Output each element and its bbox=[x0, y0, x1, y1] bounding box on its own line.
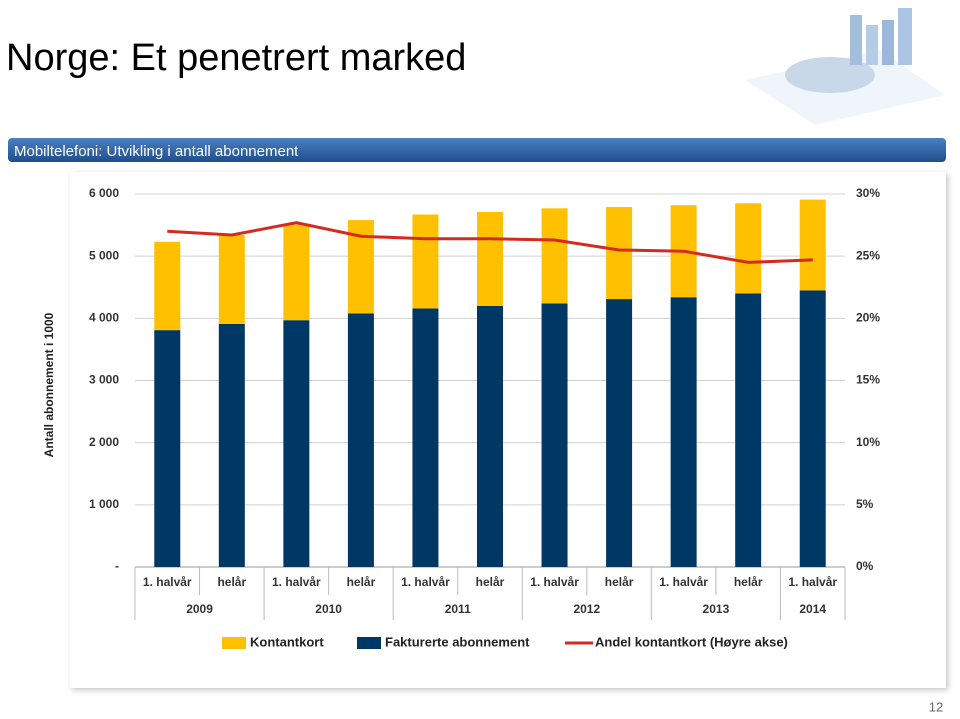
x-group-label: 2010 bbox=[315, 602, 342, 616]
bar bbox=[477, 212, 503, 306]
legend-label: Andel kontantkort (Høyre akse) bbox=[595, 634, 788, 649]
x-group-label: 2014 bbox=[799, 602, 826, 616]
y-tick-label: 2 000 bbox=[89, 435, 119, 449]
y2-tick-label: 5% bbox=[856, 497, 874, 511]
y2-tick-label: 0% bbox=[856, 559, 874, 573]
bar bbox=[412, 308, 439, 567]
x-tick-label: 1. halvår bbox=[143, 575, 192, 589]
x-tick-label: 1. halvår bbox=[401, 575, 450, 589]
x-tick-label: 1. halvår bbox=[530, 575, 579, 589]
x-group-label: 2011 bbox=[445, 602, 471, 616]
legend-swatch bbox=[222, 637, 246, 649]
bar bbox=[541, 303, 568, 567]
bar bbox=[541, 208, 568, 304]
banner-text: Mobiltelefoni: Utvikling i antall abonne… bbox=[14, 143, 299, 160]
line-series bbox=[167, 221, 813, 264]
x-tick-label: helår bbox=[347, 575, 376, 589]
bar bbox=[218, 235, 245, 324]
x-tick-label: helår bbox=[217, 575, 246, 589]
page-number: 12 bbox=[929, 699, 943, 714]
y2-tick-label: 25% bbox=[856, 248, 880, 262]
bar bbox=[799, 290, 826, 567]
bar bbox=[799, 199, 826, 291]
bar bbox=[154, 330, 181, 567]
y-tick-label: 5 000 bbox=[89, 248, 119, 262]
y-tick-label: 1 000 bbox=[89, 497, 119, 511]
y-tick-label: 6 000 bbox=[89, 186, 119, 200]
x-group-label: 2012 bbox=[573, 602, 600, 616]
legend-swatch bbox=[357, 637, 381, 649]
y2-tick-label: 15% bbox=[856, 373, 880, 387]
bar bbox=[283, 224, 310, 321]
x-group-label: 2009 bbox=[186, 602, 213, 616]
x-group-label: 2013 bbox=[703, 602, 730, 616]
bar bbox=[347, 313, 374, 567]
bar bbox=[218, 323, 245, 567]
y-tick-label: - bbox=[115, 559, 119, 573]
bar bbox=[606, 299, 633, 567]
x-tick-label: 1. halvår bbox=[659, 575, 708, 589]
legend-label: Kontantkort bbox=[250, 634, 324, 649]
bar bbox=[477, 305, 503, 567]
y-tick-label: 4 000 bbox=[89, 311, 119, 325]
y2-tick-label: 30% bbox=[856, 186, 880, 200]
bar bbox=[154, 241, 181, 331]
y-axis-label: Antall abonnement i 1000 bbox=[42, 312, 56, 457]
legend-label: Fakturerte abonnement bbox=[385, 634, 530, 649]
bar bbox=[735, 203, 762, 294]
bar bbox=[283, 320, 310, 567]
y2-tick-label: 10% bbox=[856, 435, 880, 449]
decor-graphic bbox=[745, 8, 945, 125]
slide-title: Norge: Et penetrert marked bbox=[6, 37, 466, 79]
bar bbox=[412, 214, 439, 309]
x-tick-label: helår bbox=[476, 575, 505, 589]
x-tick-label: helår bbox=[734, 575, 763, 589]
chart: - 1 000 2 000 3 000 4 000 5 000 6 000 0% 5% 10% 15… bbox=[42, 186, 880, 649]
y-tick-label: 3 000 bbox=[89, 373, 119, 387]
x-tick-label: 1. halvår bbox=[272, 575, 321, 589]
bar bbox=[735, 293, 762, 567]
bar bbox=[606, 207, 633, 300]
bar bbox=[670, 297, 697, 567]
x-tick-label: helår bbox=[605, 575, 634, 589]
banner-bar bbox=[8, 138, 946, 162]
y2-tick-label: 20% bbox=[856, 311, 880, 325]
x-tick-label: 1. halvår bbox=[788, 575, 837, 589]
